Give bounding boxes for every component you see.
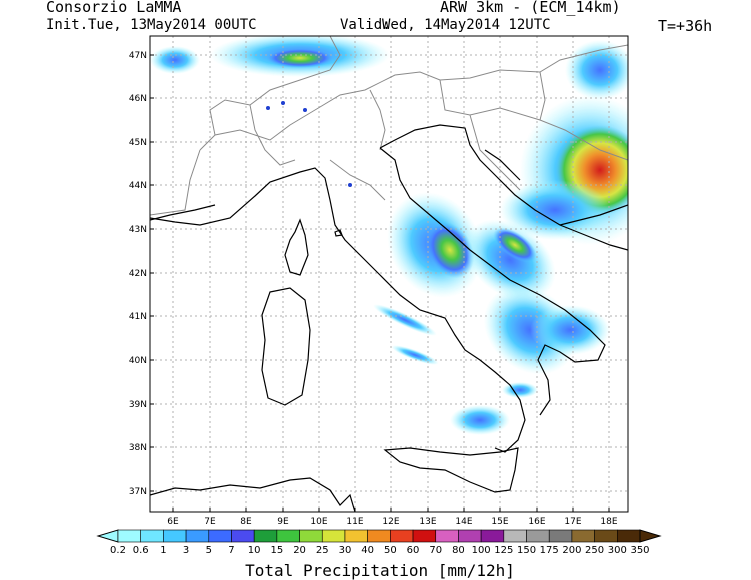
colorbar-tick-label: 100 <box>472 545 491 556</box>
colorbar-tick-label: 50 <box>384 545 397 556</box>
colorbar-cell <box>208 529 232 543</box>
colorbar-tick-label: 150 <box>517 545 536 556</box>
lat-label: 44N <box>129 181 147 191</box>
colorbar-tick-label: 5 <box>206 545 212 556</box>
init-label: Init.: <box>46 17 97 33</box>
colorbar-cell <box>367 529 391 543</box>
colorbar-title: Total Precipitation [mm/12h] <box>245 561 515 580</box>
lat-label: 45N <box>129 138 147 148</box>
lon-label: 12E <box>382 517 399 527</box>
lat-label: 37N <box>129 487 147 497</box>
colorbar-cell <box>253 529 278 543</box>
colorbar-cell <box>276 529 300 543</box>
colorbar-tick-label: 250 <box>585 545 604 556</box>
colorbar-cell <box>412 529 437 543</box>
lon-label: 14E <box>455 517 472 527</box>
valid-value: Wed, 14May2014 12UTC <box>382 17 551 33</box>
colorbar-tick-label: 70 <box>429 545 442 556</box>
colorbar-cell <box>480 529 505 543</box>
colorbar-tick-label: 350 <box>630 545 649 556</box>
colorbar-tick-label: 60 <box>407 545 420 556</box>
axis-ticks <box>150 54 610 512</box>
colorbar-cell <box>185 529 210 543</box>
colorbar-cell <box>526 529 550 543</box>
colorbar-cell <box>321 529 346 543</box>
colorbar-cell <box>140 529 164 543</box>
lat-label: 40N <box>129 356 147 366</box>
national-borders <box>150 36 628 216</box>
colorbar-cell <box>435 529 459 543</box>
lon-label: 6E <box>167 517 179 527</box>
lead-time: T=+36h <box>658 17 713 35</box>
lon-label: 18E <box>600 517 617 527</box>
colorbar-tick-label: 30 <box>339 545 352 556</box>
colorbar-cell <box>617 529 641 543</box>
lon-label: 13E <box>419 517 436 527</box>
lon-label: 9E <box>277 517 289 527</box>
colorbar-tick-label: 0.6 <box>133 545 149 556</box>
colorbar-cell <box>458 529 482 543</box>
lon-label: 17E <box>564 517 581 527</box>
colorbar-tick-label: 125 <box>494 545 513 556</box>
colorbar-cell <box>548 529 573 543</box>
colorbar-cell <box>571 529 595 543</box>
colorbar-tick-label: 0.2 <box>110 545 126 556</box>
colorbar-tick-label: 20 <box>293 545 306 556</box>
lakes <box>266 101 352 187</box>
colorbar-cell <box>503 529 527 543</box>
lat-label: 41N <box>129 312 147 322</box>
map-border <box>149 35 629 513</box>
coastlines <box>150 124 628 512</box>
graticule <box>150 36 628 512</box>
lat-label: 38N <box>129 443 147 453</box>
lon-label: 7E <box>204 517 216 527</box>
lon-label: 10E <box>310 517 327 527</box>
colorbar-tick-label: 200 <box>562 545 581 556</box>
lat-label: 46N <box>129 94 147 104</box>
colorbar-cell <box>231 529 255 543</box>
colorbar-tick-label: 80 <box>452 545 465 556</box>
colorbar-cell <box>163 529 187 543</box>
lon-label: 8E <box>240 517 252 527</box>
colorbar-tick-label: 175 <box>540 545 559 556</box>
lat-label: 43N <box>129 225 147 235</box>
lon-label: 15E <box>491 517 508 527</box>
colorbar-low-arrow <box>96 529 119 543</box>
init-value: Tue, 13May2014 00UTC <box>88 17 257 33</box>
lat-label: 42N <box>129 269 147 279</box>
colorbar-cell <box>594 529 618 543</box>
colorbar-cell <box>344 529 368 543</box>
colorbar-tick-label: 7 <box>228 545 234 556</box>
colorbar-tick-label: 300 <box>608 545 627 556</box>
lon-label: 16E <box>528 517 545 527</box>
colorbar-cell <box>390 529 414 543</box>
lat-label: 47N <box>129 51 147 61</box>
colorbar-tick-label: 3 <box>183 545 189 556</box>
lat-label: 39N <box>129 400 147 410</box>
colorbar-cell <box>117 529 141 543</box>
colorbar-tick-label: 10 <box>248 545 261 556</box>
colorbar-high-arrow <box>639 529 662 543</box>
model-title: ARW 3km - (ECM_14km) <box>440 0 621 16</box>
colorbar-tick-label: 1 <box>160 545 166 556</box>
colorbar-tick-label: 15 <box>271 545 284 556</box>
valid-label: Valid: <box>340 17 391 33</box>
colorbar-cell <box>299 529 323 543</box>
lon-label: 11E <box>346 517 363 527</box>
colorbar-tick-label: 25 <box>316 545 329 556</box>
org-title: Consorzio LaMMA <box>46 0 182 16</box>
colorbar-tick-label: 40 <box>361 545 374 556</box>
